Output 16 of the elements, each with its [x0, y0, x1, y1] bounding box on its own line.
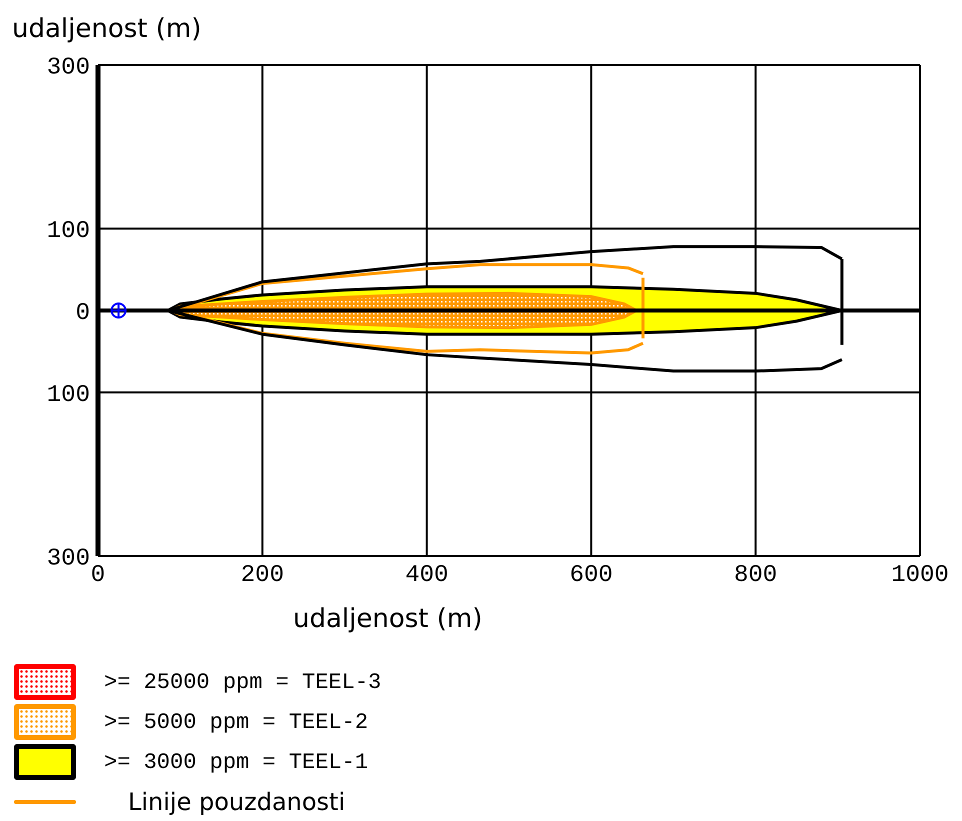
x-tick-label: 400 [405, 562, 448, 590]
y-tick-label: 100 [46, 218, 90, 246]
x-tick-label: 1000 [891, 562, 949, 590]
legend-label: >= 5000 ppm = TEEL-2 [104, 710, 368, 734]
x-tick-label: 200 [240, 562, 284, 590]
y-tick-label: 300 [46, 54, 90, 82]
legend-label: Linije pouzdanosti [128, 788, 346, 816]
legend-label: >= 3000 ppm = TEEL-1 [104, 750, 368, 774]
y-tick-label: 0 [76, 300, 90, 328]
y-axis-title: udaljenost (m) [12, 14, 202, 44]
y-tick-label: 300 [46, 546, 90, 573]
legend-label: >= 25000 ppm = TEEL-3 [104, 670, 382, 694]
x-tick-label: 600 [570, 562, 613, 590]
x-axis-title: udaljenost (m) [293, 604, 482, 634]
y-tick-label: 100 [46, 382, 90, 409]
x-tick-label: 800 [734, 562, 778, 590]
